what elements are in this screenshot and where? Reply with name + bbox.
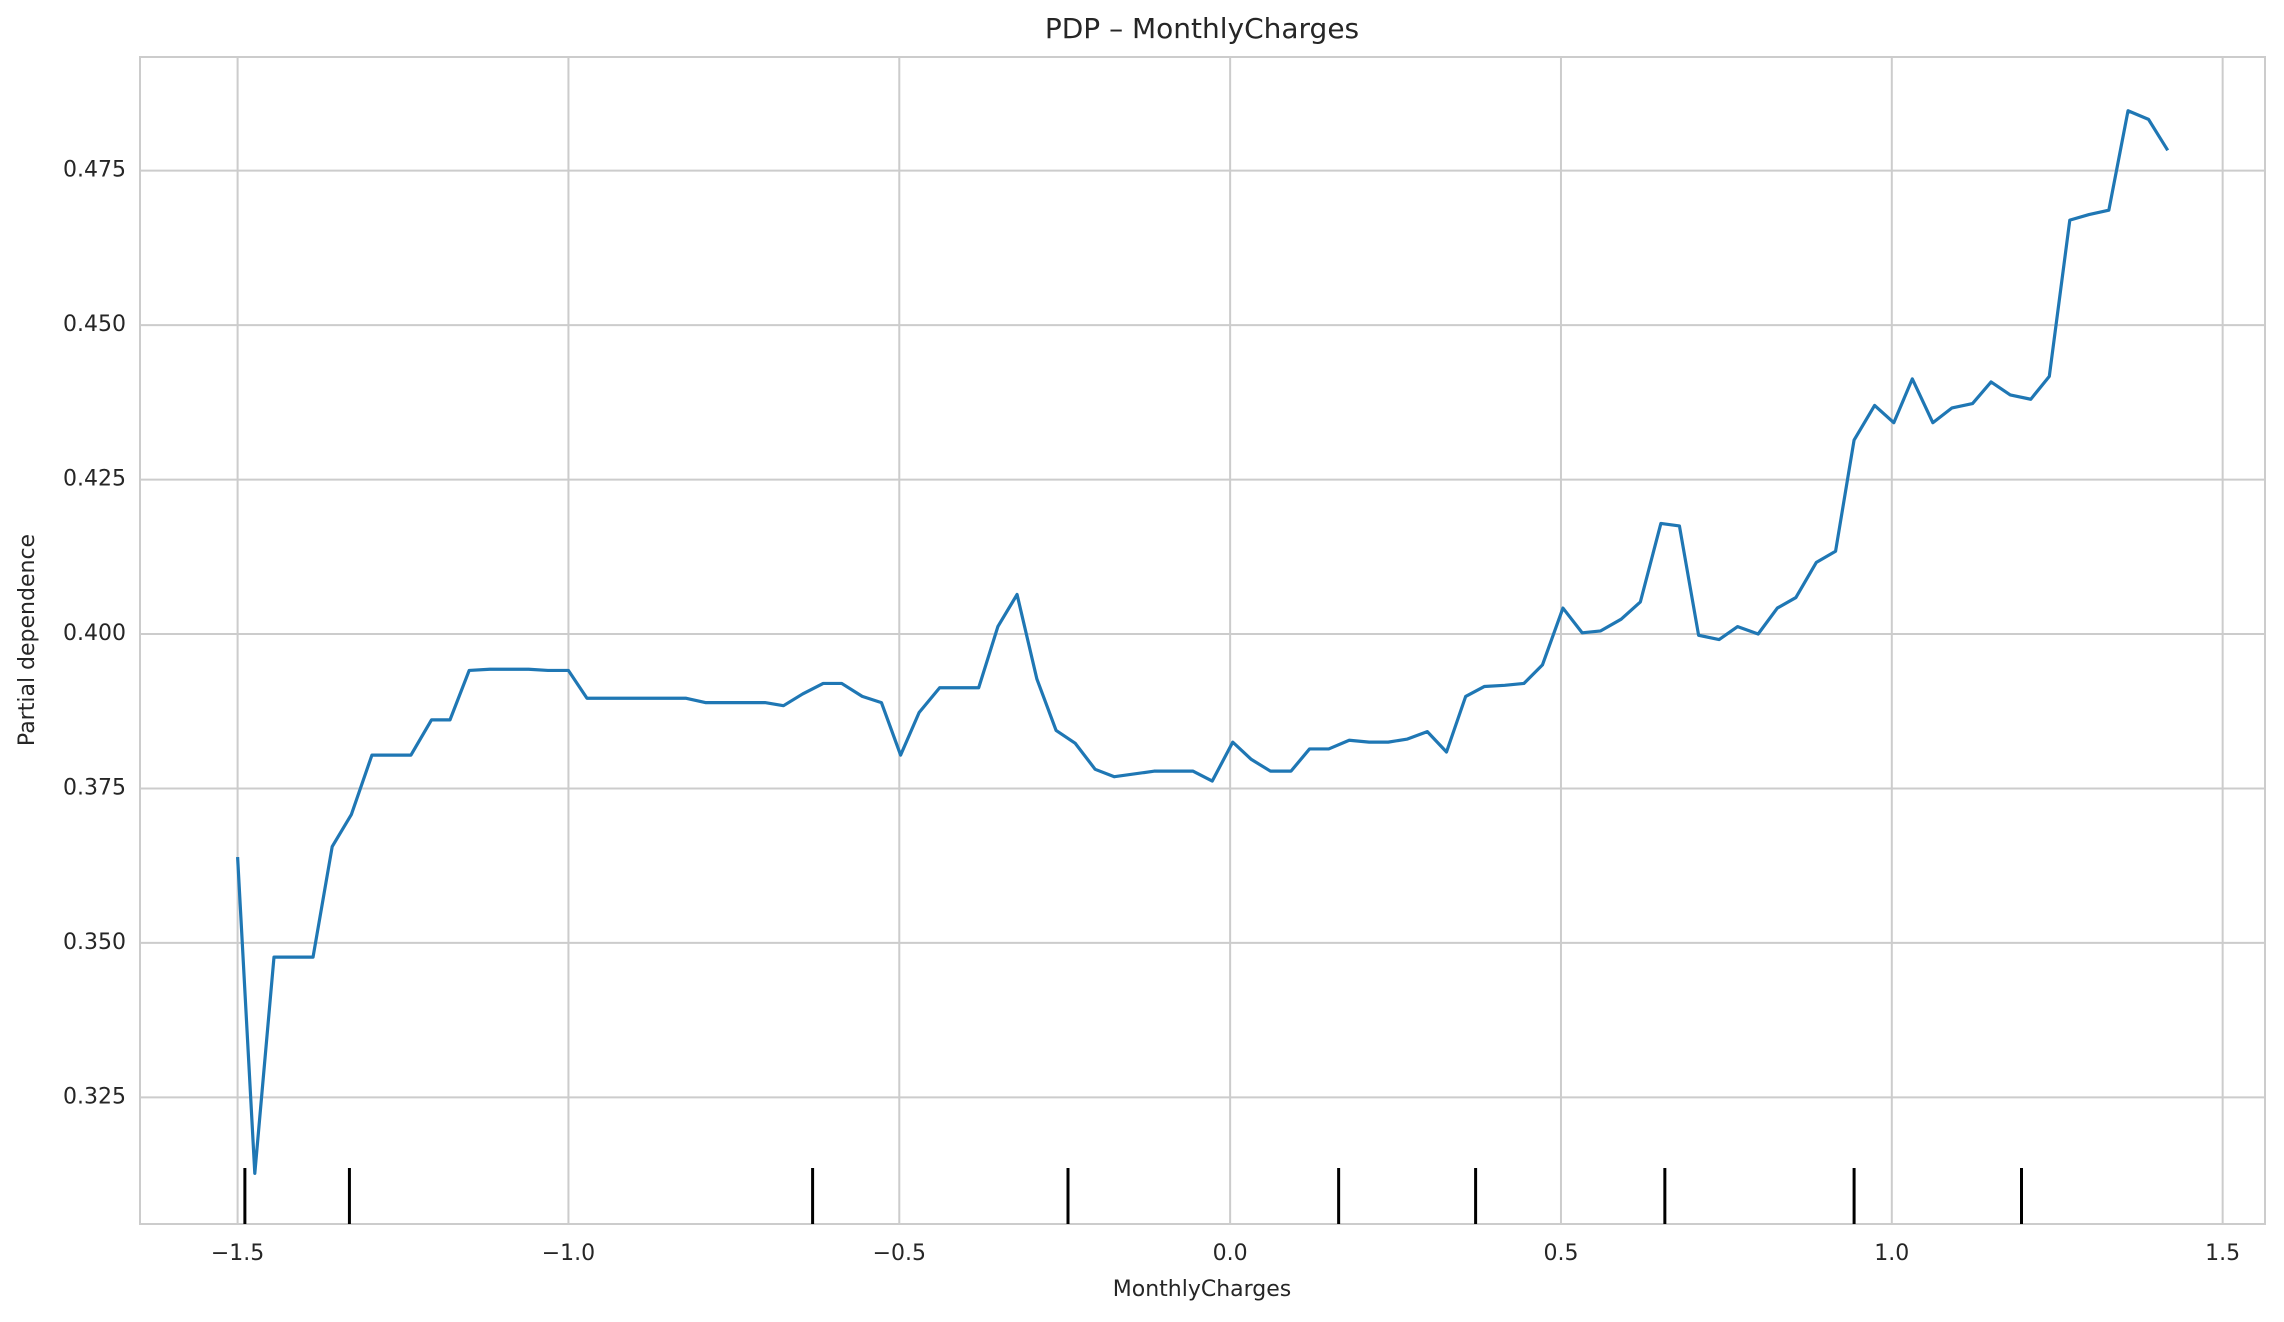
y-tick-label: 0.425 [63,467,126,492]
pdp-line [236,109,2170,1175]
x-tick-label: 0.0 [1213,1241,1248,1266]
y-tick-label: 0.450 [63,312,126,337]
y-tick-label: 0.475 [63,158,126,183]
y-tick-label: 0.375 [63,775,126,800]
x-tick-label: −1.0 [542,1241,595,1266]
x-axis-label: MonthlyCharges [1113,1277,1292,1302]
y-tick-label: 0.350 [63,930,126,955]
x-tick-label: 1.5 [2205,1241,2240,1266]
y-tick-label: 0.325 [63,1084,126,1109]
x-tick-label: −0.5 [873,1241,926,1266]
chart-title: PDP – MonthlyCharges [1045,12,1359,45]
plot-frame [139,56,2266,1225]
y-tick-label: 0.400 [63,621,126,646]
y-axis-label: Partial dependence [15,534,40,746]
x-tick-label: −1.5 [211,1241,264,1266]
x-tick-label: 0.5 [1543,1241,1578,1266]
x-tick-label: 1.0 [1874,1241,1909,1266]
